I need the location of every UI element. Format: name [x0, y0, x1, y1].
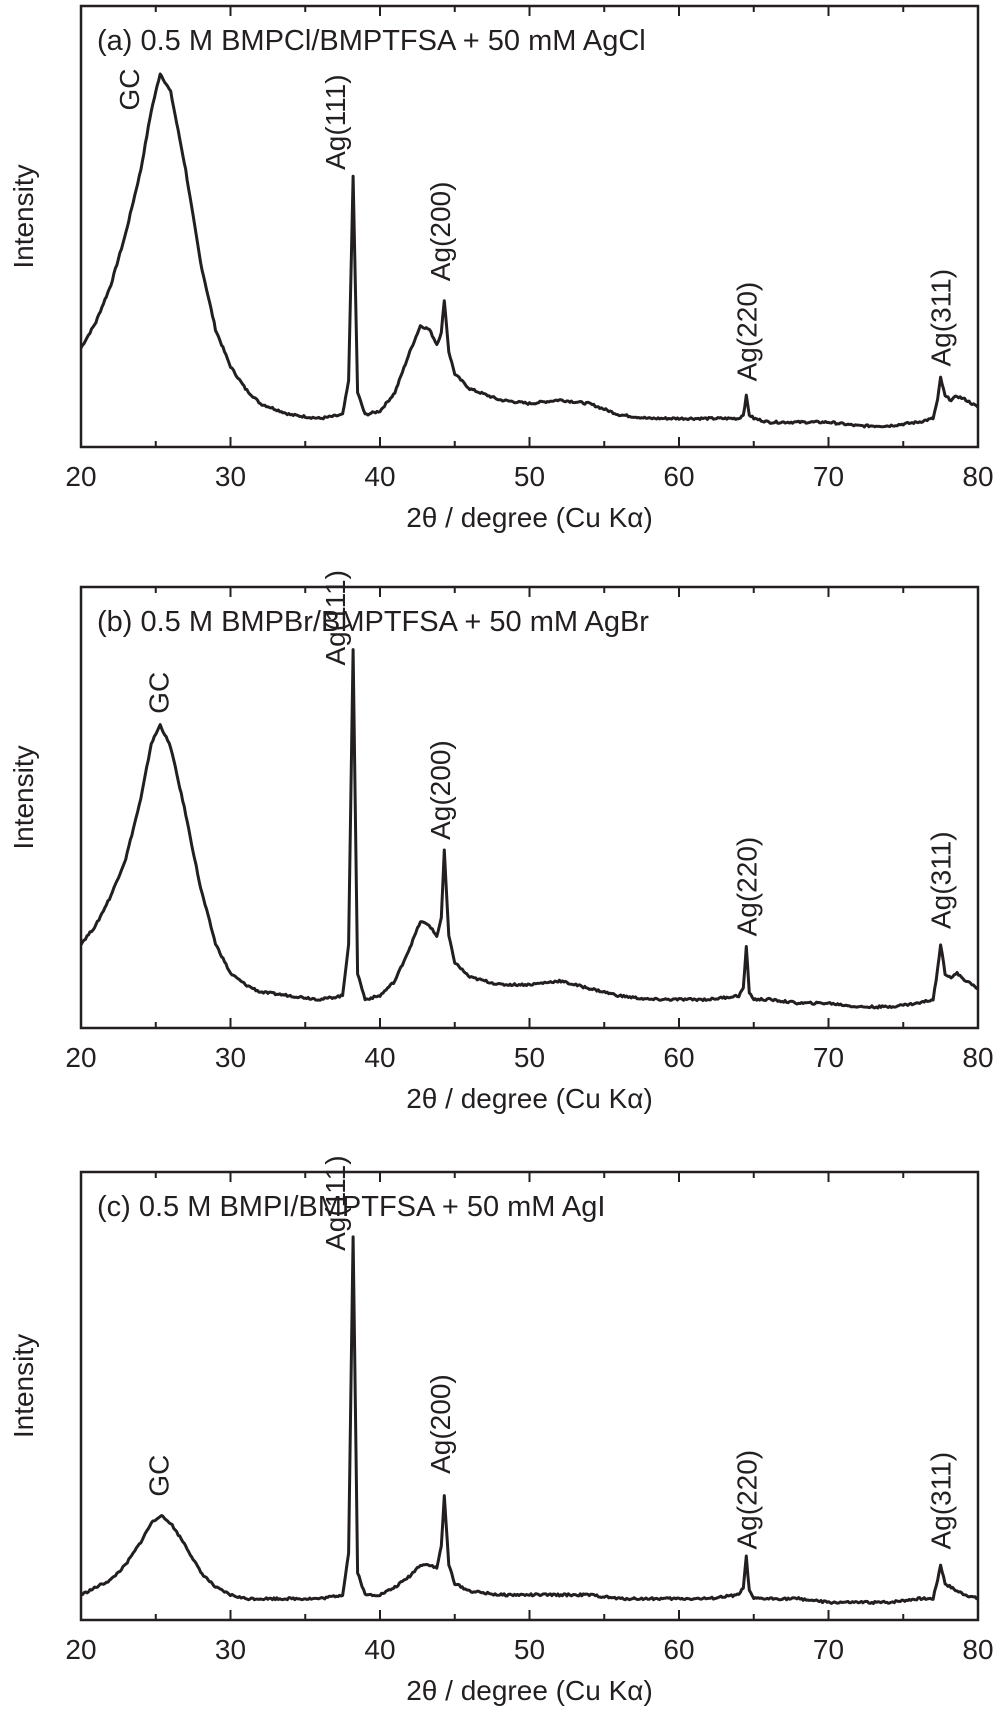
- x-tick-label: 70: [813, 1042, 844, 1073]
- x-tick-label: 50: [514, 461, 545, 492]
- x-tick-label: 70: [813, 461, 844, 492]
- y-axis-label: Intensity: [8, 745, 39, 849]
- plot-frame: [79, 585, 980, 1030]
- x-tick-label: 70: [813, 1634, 844, 1665]
- peak-label: Ag(111): [320, 74, 351, 169]
- x-tick-label: 40: [364, 1042, 395, 1073]
- peak-label: Ag(200): [425, 740, 456, 840]
- x-axis-label: 2θ / degree (Cu Kα): [406, 502, 653, 533]
- peak-label: Ag(111): [320, 1155, 351, 1250]
- x-tick-label: 30: [215, 461, 246, 492]
- y-axis-label: Intensity: [8, 164, 39, 268]
- peak-label: Ag(220): [731, 837, 762, 937]
- panel-title: (b) 0.5 M BMPBr/BMPTFSA + 50 mM AgBr: [97, 606, 649, 638]
- xrd-trace: [79, 72, 980, 429]
- x-tick-label: 40: [364, 461, 395, 492]
- x-tick-label: 30: [215, 1042, 246, 1073]
- x-tick-label: 50: [514, 1634, 545, 1665]
- x-tick-label: 60: [663, 1634, 694, 1665]
- panel-b: 20 30 40 50 60 70 80 2θ / degree (Cu Kα) Intensi…: [8, 570, 994, 1114]
- x-axis-label: 2θ / degree (Cu Kα): [406, 1675, 653, 1706]
- x-tick-label: 20: [65, 461, 96, 492]
- y-axis-label: Intensity: [8, 1334, 39, 1438]
- panel-c: 20 30 40 50 60 70 80 2θ / degree (Cu Kα) Intensi…: [8, 1155, 994, 1706]
- plot-frame: [79, 1170, 980, 1622]
- x-tick-label: 80: [962, 1634, 993, 1665]
- peak-label: Ag(220): [731, 1450, 762, 1550]
- peak-label: Ag(311): [926, 269, 957, 367]
- peak-label: Ag(311): [926, 831, 957, 929]
- peak-label: Ag(200): [425, 1374, 456, 1474]
- peak-label: GC: [114, 69, 145, 111]
- x-tick-label: 80: [962, 1042, 993, 1073]
- x-tick-label: 50: [514, 1042, 545, 1073]
- panel-title: (c) 0.5 M BMPI/BMPTFSA + 50 mM AgI: [97, 1191, 605, 1223]
- xrd-trace: [79, 648, 979, 1010]
- panel-a: 20 30 40 50 60 70 80 2θ / degree (Cu Kα) Intensi…: [8, 4, 994, 533]
- x-tick-label: 20: [65, 1042, 96, 1073]
- peak-label: Ag(111): [320, 570, 351, 665]
- peak-label: GC: [144, 672, 175, 714]
- x-tick-label: 40: [364, 1634, 395, 1665]
- peak-label: Ag(220): [731, 282, 762, 382]
- x-axis-label: 2θ / degree (Cu Kα): [406, 1083, 653, 1114]
- peak-label: Ag(200): [425, 182, 456, 282]
- x-tick-label: 30: [215, 1634, 246, 1665]
- x-tick-label: 20: [65, 1634, 96, 1665]
- x-tick-label: 60: [663, 461, 694, 492]
- x-tick-label: 60: [663, 1042, 694, 1073]
- plot-frame: [79, 4, 980, 449]
- panel-title: (a) 0.5 M BMPCl/BMPTFSA + 50 mM AgCl: [97, 25, 646, 57]
- peak-label: GC: [144, 1455, 175, 1497]
- xrd-trace: [80, 1235, 979, 1605]
- x-tick-label: 80: [962, 461, 993, 492]
- peak-label: Ag(311): [926, 1452, 957, 1550]
